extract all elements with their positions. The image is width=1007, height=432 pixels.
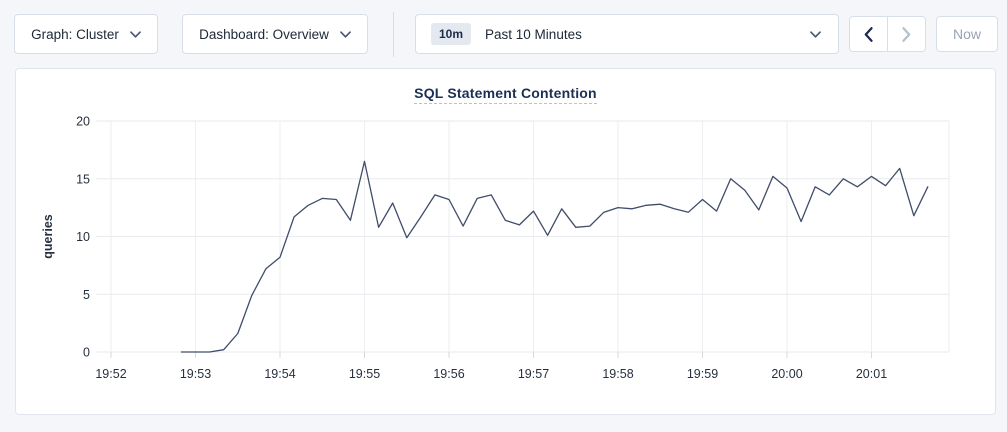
chevron-right-icon [902,26,911,42]
x-tick-label: 19:57 [518,367,549,381]
y-axis-label: queries [41,214,55,259]
chevron-down-icon [130,30,141,38]
chevron-left-icon [864,26,873,42]
x-tick-label: 19:59 [687,367,718,381]
time-shift-buttons [849,16,926,52]
y-tick-label: 0 [83,346,90,360]
chevron-down-icon [340,30,351,38]
y-tick-label: 5 [83,288,90,302]
time-window-label: Past 10 Minutes [485,26,582,42]
y-tick-label: 20 [76,115,90,129]
time-window-badge: 10m [431,23,472,45]
toolbar: Graph: Cluster Dashboard: Overview 10m P… [0,0,1007,68]
y-tick-label: 10 [76,230,90,244]
chart-title-row: SQL Statement Contention [16,69,995,104]
dashboard-dropdown-label: Dashboard: Overview [199,26,329,42]
chart-title[interactable]: SQL Statement Contention [414,85,597,104]
x-tick-label: 19:52 [95,367,126,381]
graph-dropdown-label: Graph: Cluster [31,26,119,42]
time-range-dropdown[interactable]: 10m Past 10 Minutes [415,14,839,54]
y-tick-label: 15 [76,172,90,186]
x-tick-label: 20:01 [856,367,887,381]
now-button[interactable]: Now [936,16,998,52]
sql-statement-contention-chart[interactable]: 0 5 10 15 20 19:52 19:53 19:54 19:55 19:56 19:57 19… [16,69,997,416]
dashboard-dropdown[interactable]: Dashboard: Overview [182,14,368,54]
x-tick-label: 19:56 [433,367,464,381]
time-back-button[interactable] [850,17,887,51]
x-tick-label: 20:00 [771,367,802,381]
chevron-down-icon [810,30,821,38]
x-tick-label: 19:55 [349,367,380,381]
x-tick-label: 19:58 [602,367,633,381]
chart-card: SQL Statement Contention 0 5 10 15 20 19:52 19… [15,68,996,415]
x-tick-label: 19:53 [180,367,211,381]
x-tick-label: 19:54 [264,367,295,381]
time-forward-button[interactable] [887,17,925,51]
queries-series-line [180,160,929,353]
graph-dropdown[interactable]: Graph: Cluster [14,14,158,54]
toolbar-divider [393,11,394,57]
